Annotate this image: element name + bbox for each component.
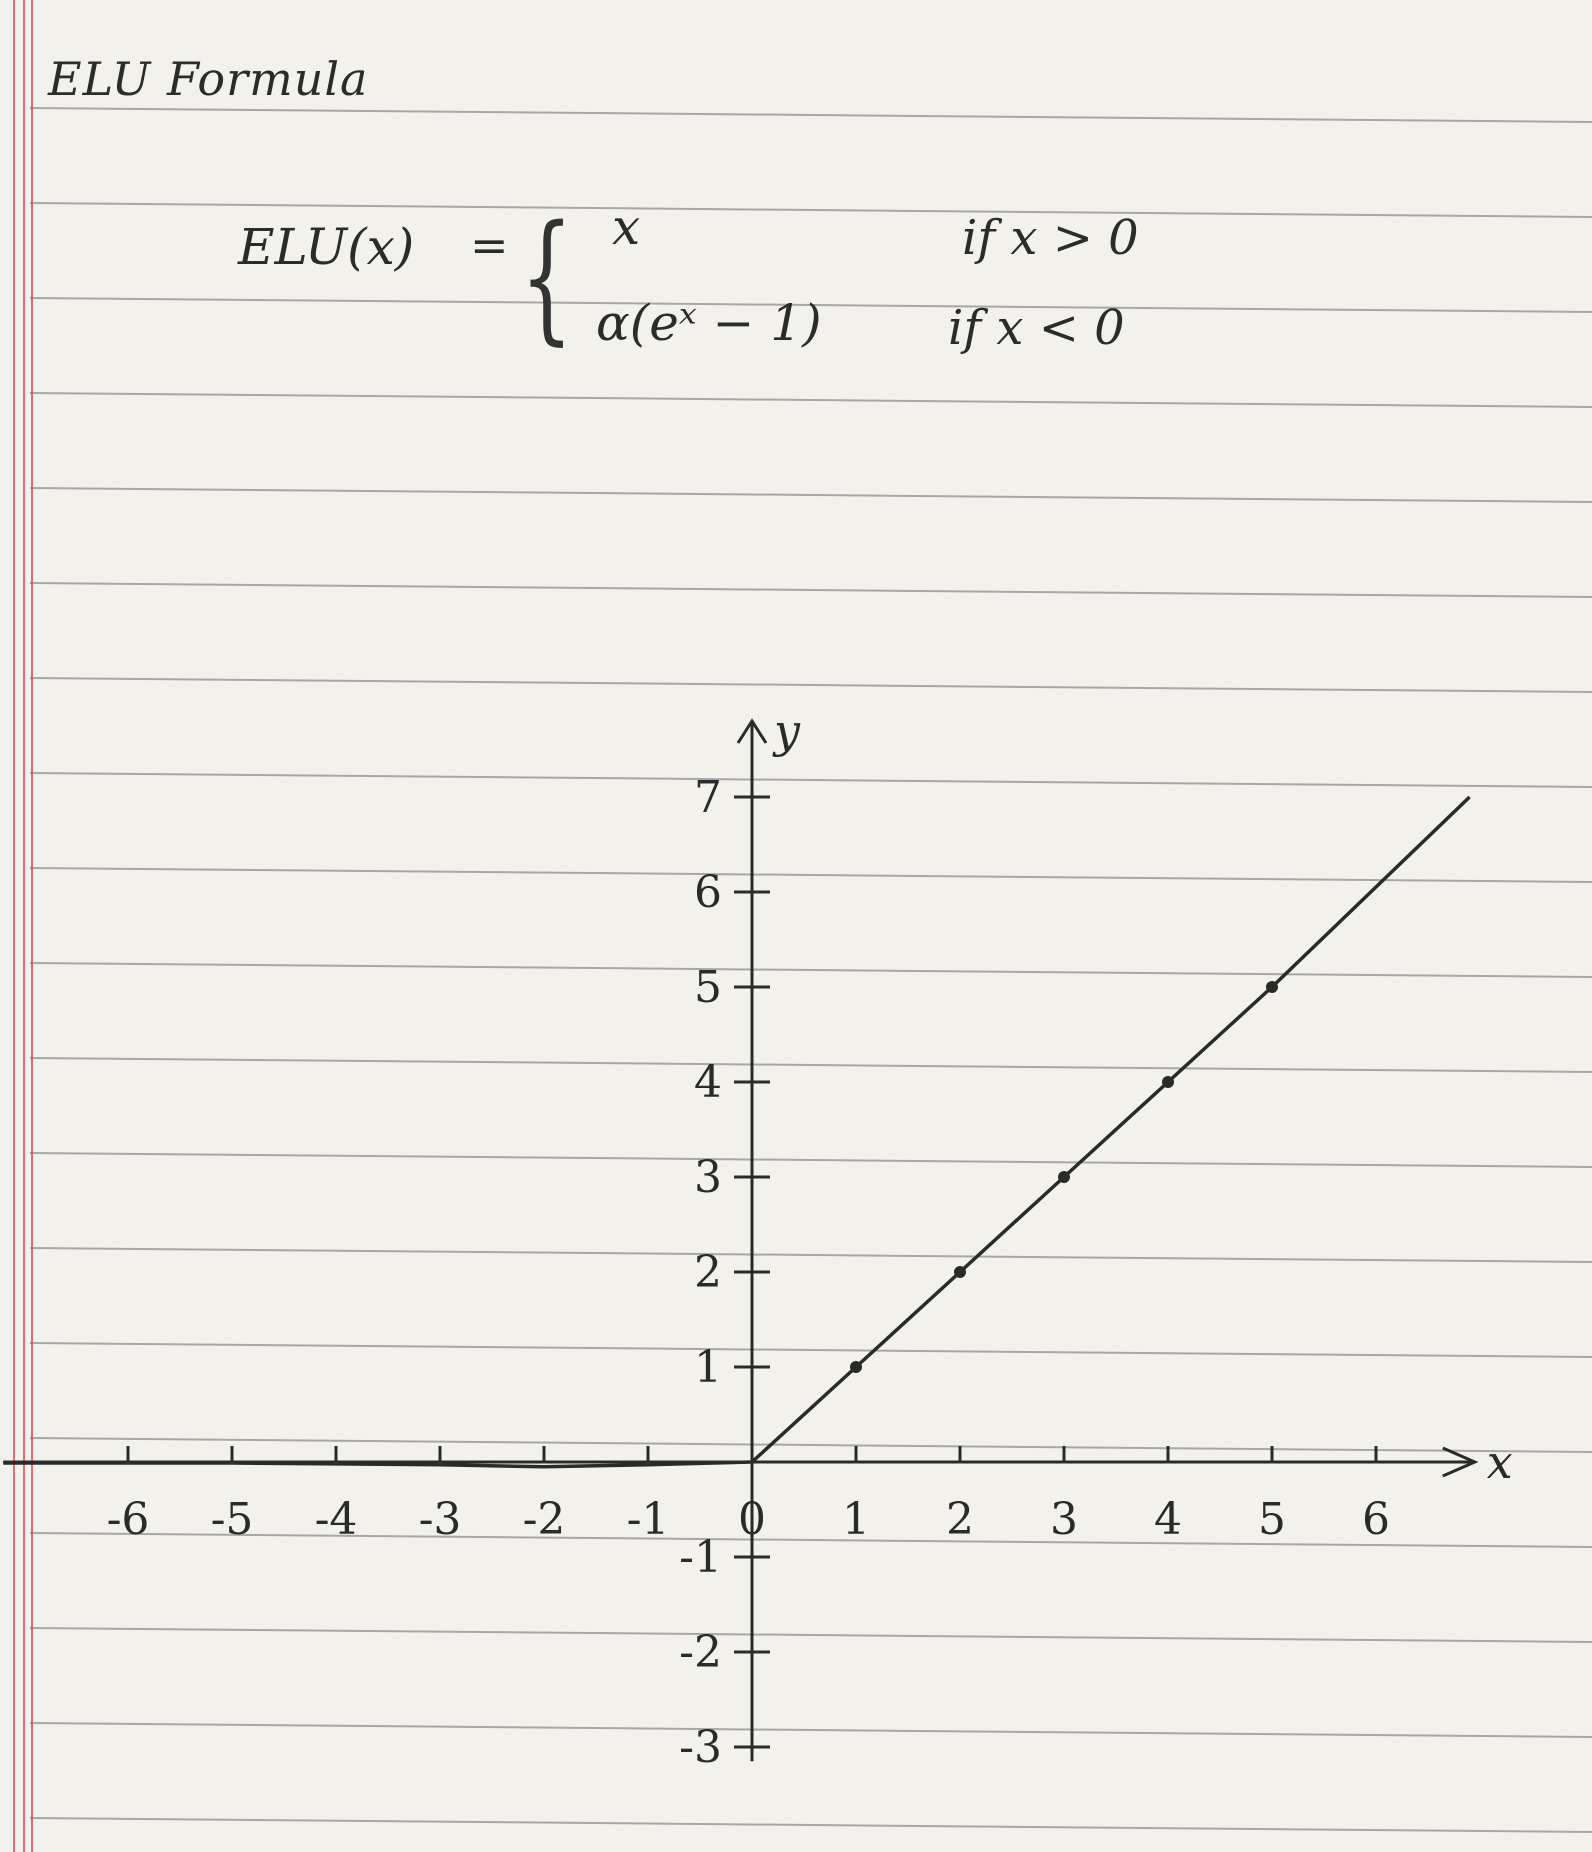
y-tick-label: 5 — [694, 962, 722, 1013]
x-tick-label: -2 — [523, 1494, 566, 1545]
formula-case2-condition: if x < 0 — [948, 300, 1125, 356]
data-point — [1058, 1171, 1070, 1183]
x-tick-label: 1 — [842, 1494, 870, 1545]
data-point — [954, 1266, 966, 1278]
x-tick-label: 2 — [946, 1494, 974, 1545]
formula-case2-expr: α(eˣ − 1) — [596, 294, 822, 352]
ruled-line — [29, 392, 1592, 408]
y-tick-label: -2 — [679, 1627, 722, 1678]
y-tick-label: 1 — [694, 1342, 722, 1393]
chart-points — [850, 981, 1278, 1373]
ruled-line — [29, 297, 1592, 313]
ruled-line — [29, 1437, 1592, 1453]
x-tick-label: -4 — [315, 1494, 358, 1545]
ruled-line — [29, 677, 1592, 693]
elu-chart: -6 -5 -4 -3 -2 -1 0 1 2 3 4 5 6 7 6 5 4 3 2 1 -1 -2 -3 x y — [3, 704, 1513, 1773]
y-tick-label: 3 — [694, 1152, 722, 1203]
chart-tick-labels: -6 -5 -4 -3 -2 -1 0 1 2 3 4 5 6 7 6 5 4 3 2 1 -1 -2 -3 — [107, 772, 1390, 1773]
ruled-line — [29, 1627, 1592, 1643]
x-tick-label: -5 — [211, 1494, 254, 1545]
ruled-line — [29, 582, 1592, 598]
ruled-line — [29, 1342, 1592, 1358]
formula-equals: = — [470, 218, 509, 272]
ruled-lines — [29, 107, 1592, 1833]
y-tick-label: 4 — [694, 1057, 722, 1108]
ruled-line — [29, 772, 1592, 788]
x-tick-label: -1 — [627, 1494, 670, 1545]
chart-series — [3, 795, 1471, 1469]
x-tick-label: -6 — [107, 1494, 150, 1545]
x-axis-label: x — [1487, 1435, 1513, 1489]
ruled-line — [29, 1057, 1592, 1073]
ruled-line — [29, 1532, 1592, 1548]
y-tick-label: 2 — [694, 1247, 722, 1298]
formula-brace: { — [520, 196, 574, 359]
ruled-line — [29, 867, 1592, 883]
y-tick-label: -3 — [679, 1722, 722, 1773]
margin-lines — [13, 0, 33, 1852]
y-tick-label: 6 — [694, 867, 722, 918]
x-tick-label: 5 — [1258, 1494, 1286, 1545]
formula-case1-expr: x — [612, 198, 641, 256]
ruled-line — [29, 1152, 1592, 1168]
data-point — [850, 1361, 862, 1373]
x-tick-label: 3 — [1050, 1494, 1078, 1545]
chart-ticks — [126, 795, 1378, 1749]
ruled-line — [29, 1817, 1592, 1833]
y-tick-label: -1 — [679, 1532, 722, 1583]
x-tick-label: 0 — [738, 1494, 766, 1545]
formula-lhs: ELU(x) — [238, 218, 415, 276]
x-tick-label: -3 — [419, 1494, 462, 1545]
ruled-line — [29, 107, 1592, 123]
ruled-line — [29, 487, 1592, 503]
series-line — [3, 795, 1471, 1469]
ruled-line — [29, 962, 1592, 978]
formula-case1-condition: if x > 0 — [962, 210, 1139, 266]
y-axis-arrow — [736, 718, 768, 744]
x-axis-arrow — [1442, 1446, 1479, 1478]
y-tick-label: 7 — [694, 772, 722, 823]
ruled-line — [29, 202, 1592, 218]
ruled-line — [29, 1247, 1592, 1263]
page-title: ELU Formula — [48, 52, 369, 106]
x-tick-label: 6 — [1362, 1494, 1390, 1545]
ruled-line — [29, 1722, 1592, 1738]
x-tick-label: 4 — [1154, 1494, 1182, 1545]
y-axis-label: y — [772, 704, 801, 758]
data-point — [1266, 981, 1278, 993]
data-point — [1162, 1076, 1174, 1088]
